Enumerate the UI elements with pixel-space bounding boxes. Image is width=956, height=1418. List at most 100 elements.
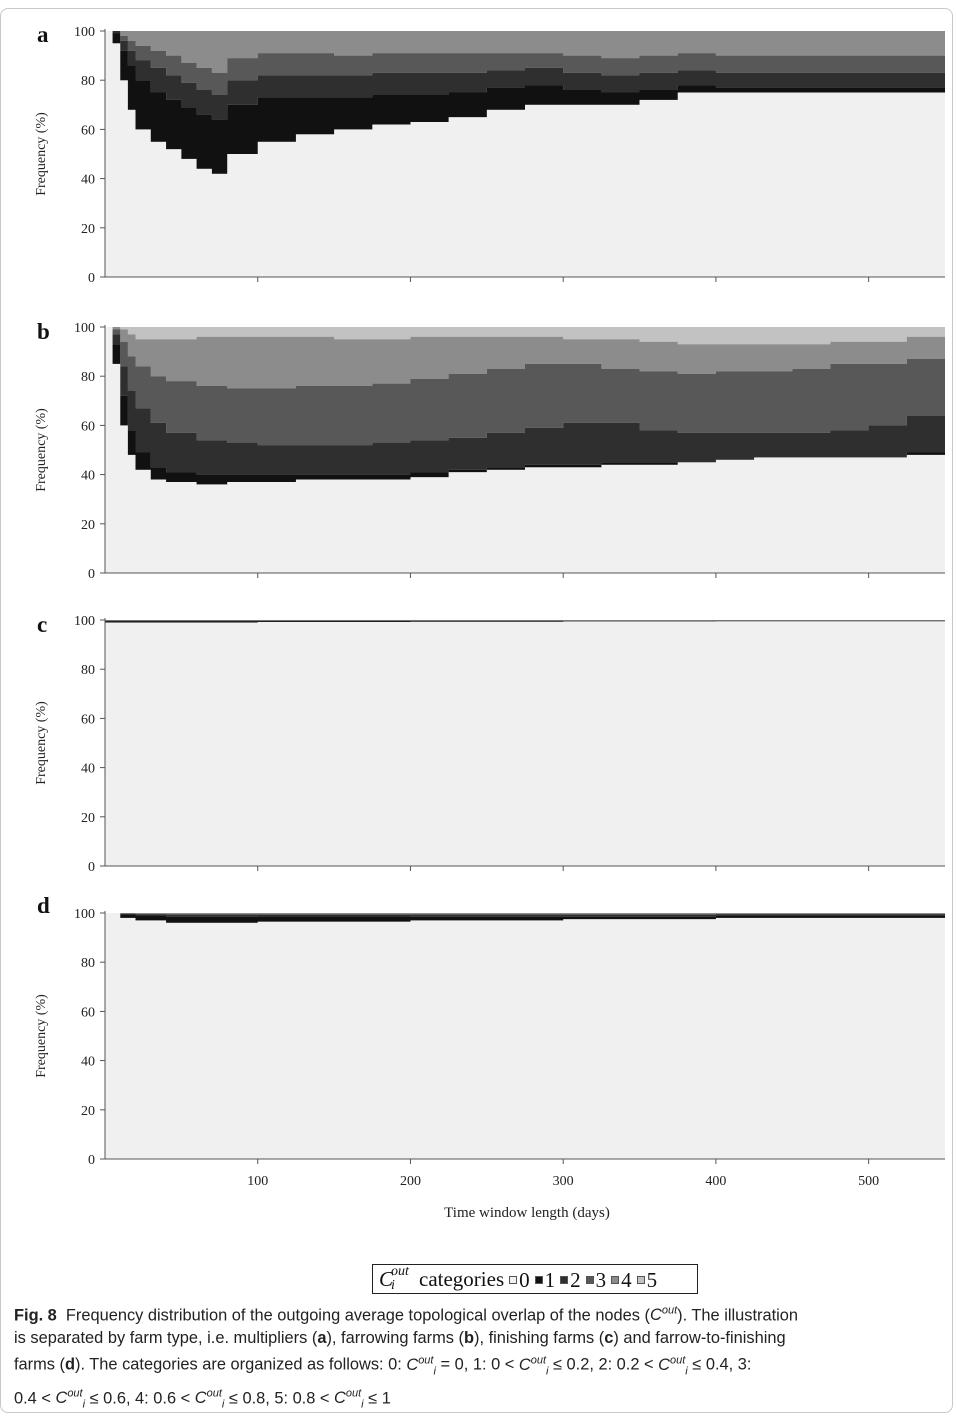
legend-symbol-sup: out [391, 1264, 409, 1279]
caption-line4b: ≤ 0.6, 4: 0.6 < [85, 1389, 195, 1408]
caption-symbol-7: Couti [334, 1387, 364, 1411]
chart-figure: 0 20 40 60 80 100 Frequency (%) a 0 20 40 60 80 100 Fr… [34, 22, 945, 1221]
area-b-category-0 [105, 327, 945, 573]
area-b-category-5 [105, 327, 945, 345]
y-axis-label-b: Frequency (%) [34, 408, 49, 492]
legend-swatch-3 [585, 1276, 594, 1285]
caption-line2c: ), finishing farms ( [474, 1328, 605, 1347]
area-c-category-0 [105, 621, 945, 866]
y-tick-label-a-20: 20 [81, 222, 95, 237]
caption-line3d: ≤ 0.2, 2: 0.2 < [548, 1355, 659, 1374]
caption-symbol: Cout [650, 1305, 678, 1325]
caption-symbol-6: Couti [194, 1387, 225, 1411]
y-tick-label-b-40: 40 [81, 469, 95, 484]
y-tick-label-c-20: 20 [81, 811, 95, 826]
area-b-category-4 [105, 327, 945, 389]
area-c-category-1 [105, 621, 945, 623]
area-c-category-3 [105, 620, 945, 621]
legend-symbol-sub: i [391, 1278, 395, 1293]
legend-item-3: 3 [585, 1267, 607, 1293]
legend-label-1: 1 [544, 1267, 556, 1292]
y-tick-label-d-60: 60 [81, 1005, 95, 1020]
y-tick-label-d-40: 40 [81, 1055, 95, 1070]
legend-swatch-1 [534, 1276, 543, 1285]
x-axis-label: Time window length (days) [444, 1205, 610, 1221]
x-tick-label-d-500: 500 [858, 1174, 879, 1189]
y-tick-label-a-40: 40 [81, 173, 95, 188]
caption-panel-a: a [317, 1328, 327, 1347]
y-tick-label-d-80: 80 [81, 956, 95, 971]
legend-swatch-0 [509, 1276, 518, 1285]
area-d-category-1 [105, 913, 945, 923]
legend-label-3: 3 [595, 1267, 607, 1292]
caption-panel-d: d [65, 1355, 76, 1374]
y-tick-label-b-0: 0 [88, 567, 95, 582]
x-tick-label-d-400: 400 [705, 1174, 726, 1189]
legend-swatch-2 [560, 1276, 569, 1285]
caption-line2d: ) and farrow-to-finishing [613, 1328, 786, 1347]
legend-symbol-base: C [379, 1267, 394, 1291]
y-axis-label-c: Frequency (%) [34, 701, 49, 785]
y-tick-label-b-20: 20 [81, 518, 95, 533]
y-tick-label-a-0: 0 [88, 271, 95, 286]
caption-symbol-4: Couti [658, 1354, 688, 1378]
panel-b: 0 20 40 60 80 100 Frequency (%) b [34, 319, 945, 582]
area-b-category-3 [105, 327, 945, 446]
legend-label-0: 0 [519, 1267, 530, 1292]
caption-line3b: ). The categories are organized as follo… [75, 1355, 407, 1374]
legend-item-1: 1 [534, 1267, 556, 1293]
legend-item-5: 5 [636, 1267, 658, 1293]
caption-line1: Frequency distribution of the outgoing a… [65, 1306, 650, 1325]
caption-line4c: ≤ 0.8, 5: 0.8 < [224, 1389, 335, 1408]
y-tick-label-c-0: 0 [88, 860, 95, 875]
legend-label-2: 2 [570, 1267, 581, 1292]
y-tick-label-c-40: 40 [81, 762, 95, 777]
panel-a: 0 20 40 60 80 100 Frequency (%) a [34, 22, 945, 286]
area-c-category-4 [105, 620, 945, 621]
panel-label-a: a [37, 22, 49, 47]
panel-c: 0 20 40 60 80 100 Frequency (%) c [34, 612, 945, 875]
y-tick-label-a-60: 60 [81, 123, 95, 138]
figure-label: Fig. 8 [14, 1306, 57, 1325]
y-tick-label-b-100: 100 [74, 321, 95, 336]
figure-caption: Fig. 8 Frequency distribution of the out… [14, 1300, 946, 1416]
x-tick-label-d-200: 200 [400, 1174, 421, 1189]
area-a-category-3 [105, 31, 945, 95]
y-tick-label-a-100: 100 [74, 25, 95, 40]
area-d-category-3 [105, 913, 945, 915]
legend-text: categories [419, 1266, 505, 1291]
caption-line2b: ), farrowing farms ( [326, 1328, 464, 1347]
legend-symbol: C out i [379, 1264, 419, 1293]
y-tick-label-c-80: 80 [81, 663, 95, 678]
area-c-category-2 [105, 620, 945, 622]
caption-line4d: ≤ 1 [363, 1389, 391, 1408]
legend-label-5: 5 [646, 1267, 658, 1292]
figure-frame [0, 8, 953, 1413]
area-d-category-4 [105, 913, 945, 914]
area-d-category-2 [105, 913, 945, 917]
y-tick-label-d-100: 100 [74, 907, 95, 922]
caption-symbol-2: Couti [406, 1354, 436, 1378]
caption-line3c: = 0, 1: 0 < [435, 1355, 519, 1374]
caption-symbol-3: Couti [518, 1354, 549, 1378]
caption-panel-b: b [464, 1328, 475, 1347]
caption-panel-c: c [604, 1328, 614, 1347]
caption-line1-end: ). The illustration [677, 1306, 798, 1325]
legend-item-4: 4 [611, 1268, 632, 1293]
legend-item-0: 0 [509, 1268, 530, 1293]
caption-line3a: farms ( [14, 1355, 65, 1374]
y-tick-label-d-20: 20 [81, 1104, 95, 1119]
caption-line2a: is separated by farm type, i.e. multipli… [14, 1328, 318, 1347]
area-d-category-0 [105, 913, 945, 1159]
x-tick-label-d-300: 300 [553, 1174, 574, 1189]
y-tick-label-d-0: 0 [88, 1153, 95, 1168]
area-a-category-1 [105, 31, 945, 174]
x-tick-label-d-100: 100 [247, 1174, 268, 1189]
y-axis-label-a: Frequency (%) [34, 112, 49, 196]
y-tick-label-c-100: 100 [74, 614, 95, 629]
caption-line3e: ≤ 0.4, 3: [687, 1355, 752, 1374]
legend-label-4: 4 [621, 1267, 632, 1292]
area-a-category-2 [105, 31, 945, 120]
